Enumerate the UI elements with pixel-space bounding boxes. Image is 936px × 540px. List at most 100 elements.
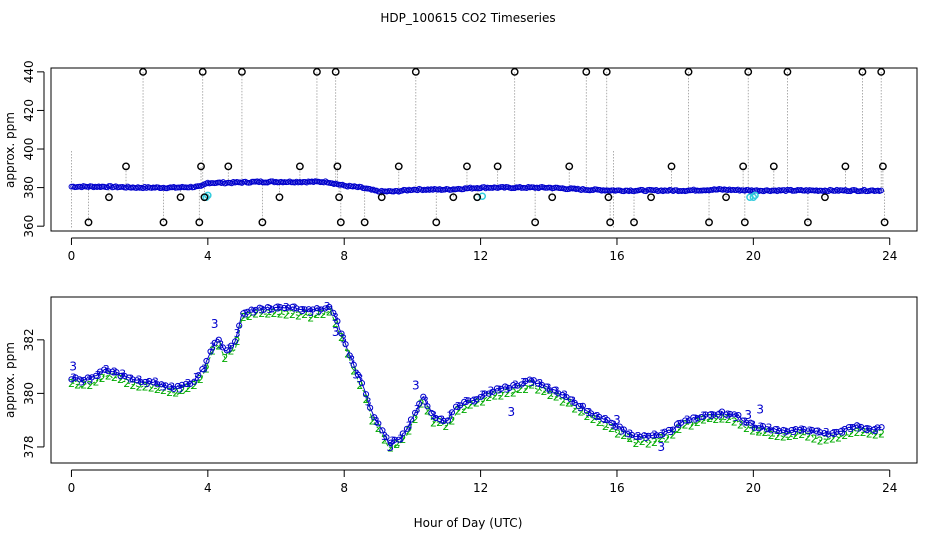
series-point (571, 399, 578, 406)
series-2-label: 2 (240, 311, 247, 324)
series-3-label: 3 (430, 409, 437, 422)
series-2-label: 2 (301, 308, 308, 321)
outlier-point (510, 67, 519, 76)
series-point (522, 377, 529, 385)
bottom-panel-frame (50, 296, 918, 464)
series-2-label: 2 (307, 312, 314, 325)
series-2-label: 2 (228, 344, 235, 357)
series-2-label: 2 (792, 429, 799, 442)
outlier-point (548, 193, 557, 202)
series-2-label: 2 (504, 387, 511, 400)
series-point (489, 388, 496, 395)
series-point (510, 382, 517, 389)
series-2-label: 2 (841, 429, 848, 442)
series-point (399, 430, 406, 437)
baseline-point (196, 183, 203, 189)
series-point (780, 426, 787, 434)
series-point (248, 306, 255, 313)
series-point (735, 412, 742, 419)
series-2-label: 2 (93, 376, 100, 389)
series-2-label: 2 (700, 414, 707, 427)
series-point (776, 428, 783, 435)
outlier-point (744, 67, 753, 76)
series-2-label: 2 (534, 384, 541, 397)
series-2-label: 2 (602, 420, 609, 433)
series-point (579, 402, 586, 409)
series-point (391, 436, 398, 443)
series-point (874, 424, 881, 431)
outlier-point (377, 193, 386, 202)
series-2-label: 2 (148, 382, 155, 395)
series-point (829, 430, 836, 437)
series-2-label: 2 (381, 434, 388, 447)
series-2-label: 2 (614, 427, 621, 440)
series-2-label: 2 (565, 397, 572, 410)
series-2-label: 2 (847, 427, 854, 440)
series-point (105, 368, 112, 375)
series-point (297, 306, 304, 313)
series-2-label: 2 (571, 403, 578, 416)
outlier-point (197, 162, 205, 171)
series-point (493, 385, 501, 392)
series-point (604, 417, 611, 424)
series-2-label: 2 (375, 422, 382, 435)
series-3-label: 3 (217, 338, 224, 351)
series-point (796, 426, 803, 434)
series-3-label: 3 (69, 360, 77, 374)
series-3-label: 3 (613, 413, 621, 427)
series-2-label: 2 (639, 435, 646, 448)
series-point (350, 361, 357, 368)
series-point (117, 372, 124, 380)
series-point (281, 304, 288, 312)
series-2-label: 2 (99, 372, 106, 385)
series-2-label: 2 (541, 385, 548, 398)
series-point (751, 424, 758, 431)
series-2-label: 2 (786, 430, 793, 443)
series-point (833, 428, 840, 436)
series-3-label: 3 (716, 408, 723, 421)
outlier-point (739, 162, 748, 171)
series-2-label: 2 (172, 387, 179, 400)
series-3-label: 3 (744, 408, 752, 422)
series-point (518, 381, 525, 388)
series-point (76, 376, 83, 383)
series-2-label: 2 (583, 410, 590, 423)
series-point (375, 420, 382, 427)
series-2-label: 2 (356, 379, 363, 392)
series-point (330, 309, 337, 316)
series-point (215, 336, 222, 343)
series-point (469, 397, 476, 404)
bottom-panel-x-axis: 0 4 8 12 16 20 24 (68, 469, 897, 495)
series-2-label: 2 (633, 437, 640, 450)
series-2-label: 2 (399, 433, 406, 446)
bottom-panel-y-tick-label: 382 (22, 328, 36, 351)
series-point (686, 417, 693, 424)
outlier-point (195, 218, 204, 227)
series-point (379, 427, 386, 434)
series-2-label: 2 (712, 413, 719, 426)
series-2-label: 2 (338, 331, 345, 344)
series-2-label: 2 (596, 416, 603, 429)
series-point (371, 414, 378, 421)
series-2-label: 2 (590, 413, 597, 426)
series-2-label: 2 (123, 377, 130, 390)
series-point (547, 387, 554, 394)
outlier-point (493, 162, 502, 171)
bottom-panel-x-tick-label: 16 (609, 481, 624, 495)
series-3-label: 3 (405, 420, 412, 433)
series-3-label: 3 (651, 428, 658, 441)
series-2-label: 2 (547, 389, 554, 402)
series-point (109, 368, 116, 375)
series-3-label: 3 (348, 353, 355, 366)
series-2-label: 2 (191, 379, 198, 392)
series-2-label: 2 (718, 412, 725, 425)
series-point (383, 434, 390, 441)
top-panel-y-axis: 360 380 400 420 440 (22, 60, 45, 238)
outlier-point (159, 218, 168, 227)
series-3-label: 3 (446, 410, 453, 423)
series-3-label: 3 (86, 373, 93, 386)
series-3-line (71, 305, 882, 445)
top-panel-outlier-points (84, 67, 889, 227)
series-point (92, 372, 100, 379)
